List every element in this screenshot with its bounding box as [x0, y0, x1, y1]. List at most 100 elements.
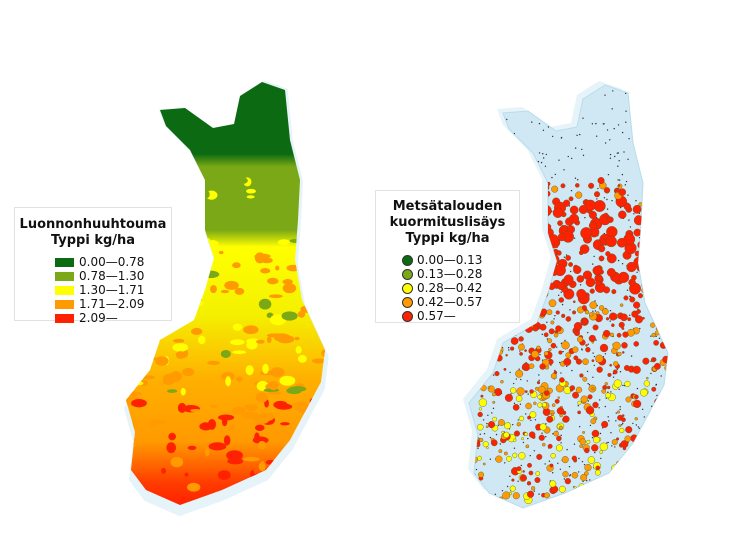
- map-circle: [527, 253, 535, 261]
- legend-label: 1.71—2.09: [79, 297, 145, 311]
- map-patch: [225, 376, 232, 387]
- map-circle: [535, 193, 542, 199]
- map-point: [545, 153, 548, 156]
- map-point: [609, 309, 612, 312]
- map-patch: [254, 424, 265, 431]
- map-patch: [300, 256, 313, 260]
- map-patch: [221, 416, 228, 427]
- map-circle: [654, 305, 659, 310]
- map-point: [639, 134, 641, 137]
- map-circle: [643, 196, 647, 200]
- map-point: [534, 112, 537, 115]
- map-circle: [641, 287, 647, 293]
- map-circle: [593, 436, 600, 444]
- map-point: [646, 231, 649, 234]
- map-circle: [616, 237, 627, 248]
- map-circle: [532, 325, 539, 332]
- map-patch: [220, 349, 231, 358]
- map-point: [645, 457, 648, 459]
- map-point: [604, 142, 607, 144]
- map-circle: [525, 263, 532, 271]
- map-point: [624, 184, 627, 186]
- map-circle: [673, 355, 676, 358]
- map-circle: [663, 397, 668, 406]
- map-circle: [685, 325, 690, 330]
- map-circle: [532, 194, 536, 198]
- map-circle: [680, 285, 687, 292]
- map-circle: [580, 474, 588, 482]
- map-point: [503, 152, 505, 154]
- map-circle: [613, 361, 619, 367]
- map-point: [589, 479, 591, 481]
- map-point: [684, 300, 685, 301]
- map-circle: [490, 439, 498, 447]
- map-circle: [539, 323, 547, 331]
- map-circle: [664, 386, 668, 391]
- map-point: [671, 389, 672, 390]
- map-circle: [537, 394, 542, 400]
- map-circle: [639, 437, 646, 444]
- map-circle: [480, 394, 484, 398]
- map-point: [535, 285, 538, 288]
- map-circle: [667, 396, 668, 402]
- map-patch: [160, 178, 168, 187]
- map-circle: [482, 462, 486, 466]
- map-circle: [648, 271, 652, 275]
- map-circle: [557, 220, 563, 226]
- map-circle: [555, 325, 562, 332]
- map-point: [485, 343, 487, 345]
- map-circle: [535, 471, 541, 476]
- map-point: [650, 335, 652, 337]
- map-circle: [633, 341, 639, 347]
- map-point: [569, 117, 572, 119]
- map-point: [685, 244, 686, 245]
- map-point: [632, 97, 634, 100]
- map-circle: [533, 217, 543, 227]
- map-circle: [669, 269, 674, 274]
- map-point: [687, 433, 688, 434]
- map-circle: [521, 246, 525, 249]
- map-patch: [207, 418, 216, 430]
- map-circle: [662, 232, 668, 238]
- map-point: [497, 424, 500, 426]
- map-circle: [656, 399, 662, 405]
- map-circle: [585, 277, 596, 288]
- map-circle: [627, 317, 632, 322]
- map-circle: [579, 373, 584, 378]
- map-patch: [266, 336, 272, 344]
- map-circle: [676, 373, 682, 379]
- map-point: [687, 282, 688, 283]
- map-patch: [188, 299, 204, 307]
- map-circle: [605, 317, 610, 321]
- map-point: [654, 214, 657, 217]
- map-patch: [152, 335, 160, 343]
- map-circle: [620, 485, 629, 493]
- map-patch: [126, 472, 130, 477]
- map-circle: [519, 352, 523, 356]
- map-circle: [666, 259, 668, 264]
- map-point: [680, 438, 681, 439]
- map-patch: [178, 200, 188, 207]
- map-point: [661, 134, 664, 136]
- map-point: [475, 468, 478, 471]
- map-circle: [532, 221, 543, 231]
- map-point: [637, 426, 640, 428]
- map-point: [547, 126, 550, 128]
- map-circle: [576, 336, 584, 343]
- map-circle: [530, 284, 537, 292]
- map-point: [587, 343, 589, 345]
- legend-swatch: [55, 313, 74, 323]
- map-point: [672, 289, 673, 290]
- legend-item: 0.13—0.28: [402, 267, 519, 281]
- map-circle: [688, 352, 691, 355]
- map-point: [655, 251, 658, 253]
- map-circle: [542, 408, 551, 416]
- map-circle: [682, 178, 689, 185]
- map-circle: [656, 436, 664, 444]
- map-point: [684, 181, 685, 182]
- map-circle: [558, 485, 566, 493]
- map-circle: [645, 472, 654, 481]
- map-circle: [677, 305, 682, 310]
- map-point: [539, 284, 541, 286]
- map-point: [490, 105, 492, 108]
